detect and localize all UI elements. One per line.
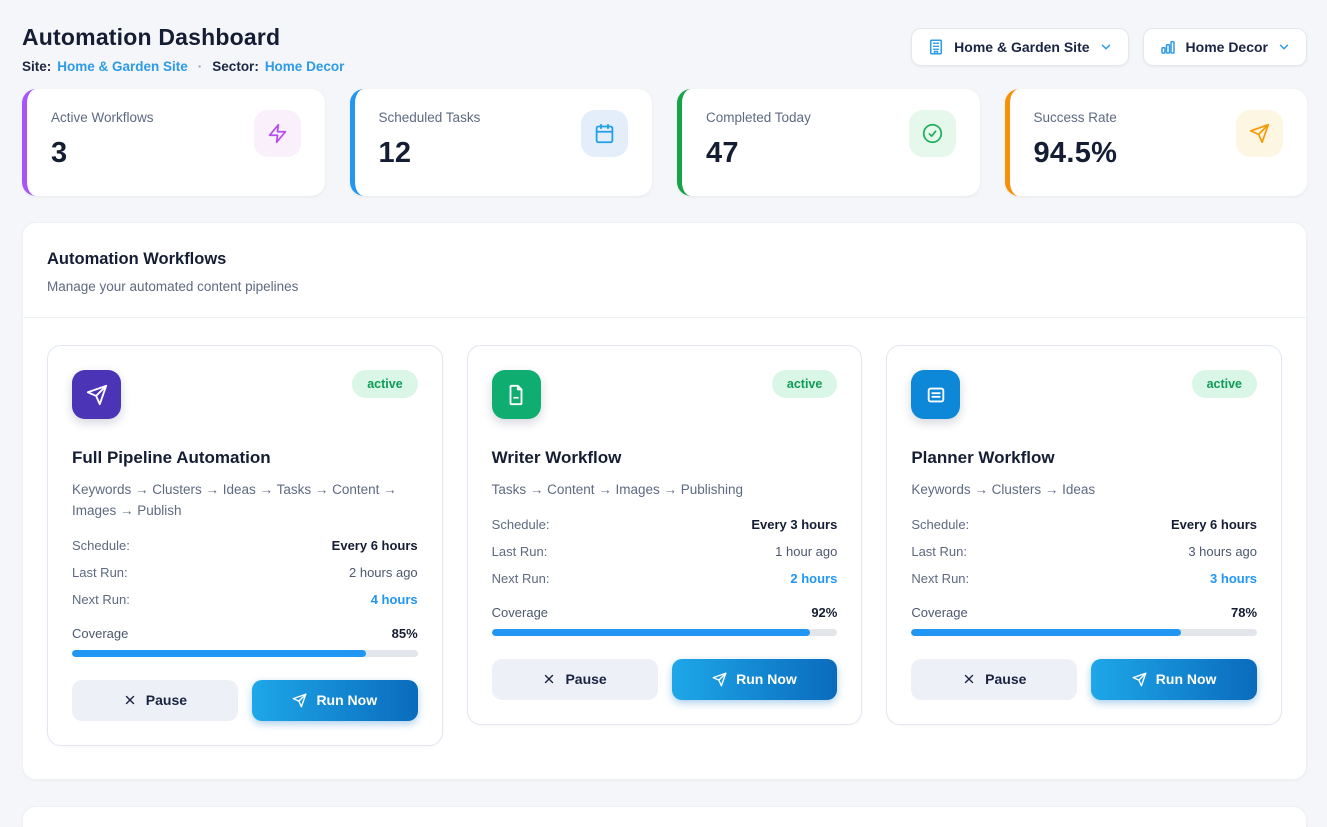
send-icon — [292, 693, 307, 708]
chevron-down-icon — [1099, 40, 1113, 54]
file-text-icon — [491, 370, 541, 419]
stat-value: 3 — [51, 137, 68, 169]
workflow-card-planner: active Planner Workflow Keywords → Clust… — [886, 345, 1283, 725]
breadcrumb: Site: Home & Garden Site · Sector: Home … — [22, 59, 344, 74]
last-run-row: Last Run: 1 hour ago — [491, 543, 838, 559]
stat-card-completed-today: Completed Today 47 — [677, 89, 980, 196]
bar-chart-icon — [1159, 38, 1177, 56]
workflow-name: Writer Workflow — [491, 448, 622, 467]
check-circle-icon — [908, 110, 956, 157]
next-run-row: Next Run: 4 hours — [72, 591, 418, 607]
building-icon — [927, 38, 945, 56]
pause-button[interactable]: Pause — [911, 658, 1078, 700]
coverage-progress-fill — [911, 628, 1181, 636]
run-now-button[interactable]: Run Now — [671, 658, 838, 700]
coverage-progress-bar — [72, 649, 418, 657]
send-icon — [1132, 672, 1147, 687]
stat-card-active-workflows: Active Workflows 3 — [22, 89, 325, 196]
stat-label: Active Workflows — [51, 110, 154, 125]
pause-button[interactable]: Pause — [491, 658, 658, 700]
header-selectors: Home & Garden Site Home Decor — [911, 28, 1307, 66]
stat-value: 12 — [378, 137, 412, 169]
workflow-pipeline: Keywords → Clusters → Ideas — [911, 482, 1096, 497]
schedule-row: Schedule: Every 6 hours — [911, 516, 1258, 532]
stat-card-success-rate: Success Rate 94.5% — [1004, 89, 1307, 196]
stat-label: Completed Today — [706, 110, 811, 125]
stat-label: Scheduled Tasks — [378, 110, 481, 125]
calendar-icon — [581, 110, 628, 157]
section-subtitle: Manage your automated content pipelines — [47, 279, 299, 294]
site-selector-label: Home & Garden Site — [954, 39, 1090, 55]
workflow-card-writer: active Writer Workflow Tasks → Content →… — [466, 345, 863, 725]
coverage-progress-fill — [72, 649, 366, 657]
stat-card-scheduled-tasks: Scheduled Tasks 12 — [349, 89, 652, 196]
stat-value: 47 — [706, 137, 739, 169]
header-left: Automation Dashboard Site: Home & Garden… — [22, 24, 344, 74]
steps-section-header: Automation Steps Configure which steps a… — [23, 807, 1306, 827]
workflow-cards-grid: active Full Pipeline Automation Keywords… — [23, 318, 1306, 779]
workflows-section-header: Automation Workflows Manage your automat… — [23, 223, 1306, 318]
site-label: Site: — [22, 59, 52, 74]
schedule-row: Schedule: Every 3 hours — [491, 516, 838, 532]
workflow-pipeline: Keywords → Clusters → Ideas → Tasks → Co… — [72, 482, 397, 518]
automation-steps-section: Automation Steps Configure which steps a… — [22, 805, 1307, 827]
schedule-row: Schedule: Every 6 hours — [72, 537, 418, 553]
site-link[interactable]: Home & Garden Site — [57, 59, 188, 74]
coverage-progress-fill — [491, 628, 810, 636]
sector-selector-label: Home Decor — [1185, 39, 1268, 55]
next-run-row: Next Run: 2 hours — [491, 570, 838, 586]
section-title: Automation Workflows — [47, 250, 227, 268]
sector-label: Sector: — [212, 59, 259, 74]
send-icon — [1236, 110, 1283, 157]
close-icon — [962, 672, 976, 686]
workflow-card-full-pipeline: active Full Pipeline Automation Keywords… — [47, 345, 443, 746]
pause-button[interactable]: Pause — [72, 679, 238, 721]
sector-link[interactable]: Home Decor — [264, 59, 345, 74]
status-badge: active — [1191, 370, 1258, 398]
coverage-row: Coverage 78% — [911, 604, 1258, 620]
automation-workflows-section: Automation Workflows Manage your automat… — [22, 222, 1307, 780]
document-lines-icon — [911, 370, 961, 419]
run-now-button[interactable]: Run Now — [1091, 658, 1258, 700]
chevron-down-icon — [1277, 40, 1291, 54]
dot-separator: · — [197, 59, 203, 74]
stats-row: Active Workflows 3 Scheduled Tasks 12 Co… — [22, 89, 1307, 196]
coverage-progress-bar — [491, 628, 838, 636]
workflow-name: Planner Workflow — [911, 448, 1055, 467]
site-selector-dropdown[interactable]: Home & Garden Site — [911, 28, 1129, 66]
close-icon — [123, 693, 137, 707]
workflow-name: Full Pipeline Automation — [72, 448, 271, 467]
send-icon — [712, 672, 727, 687]
next-run-row: Next Run: 3 hours — [911, 570, 1258, 586]
page-header: Automation Dashboard Site: Home & Garden… — [22, 24, 1307, 74]
page-title: Automation Dashboard — [22, 24, 281, 50]
sector-selector-dropdown[interactable]: Home Decor — [1142, 28, 1307, 66]
run-now-button[interactable]: Run Now — [251, 679, 418, 721]
lightning-icon — [253, 110, 301, 157]
coverage-row: Coverage 85% — [72, 625, 418, 641]
status-badge: active — [352, 370, 418, 398]
status-badge: active — [771, 370, 838, 398]
coverage-row: Coverage 92% — [491, 604, 838, 620]
last-run-row: Last Run: 3 hours ago — [911, 543, 1258, 559]
workflow-pipeline: Tasks → Content → Images → Publishing — [491, 482, 744, 497]
coverage-progress-bar — [911, 628, 1258, 636]
stat-value: 94.5% — [1033, 137, 1118, 169]
close-icon — [542, 672, 556, 686]
stat-label: Success Rate — [1033, 110, 1117, 125]
last-run-row: Last Run: 2 hours ago — [72, 564, 418, 580]
send-icon — [72, 370, 121, 419]
